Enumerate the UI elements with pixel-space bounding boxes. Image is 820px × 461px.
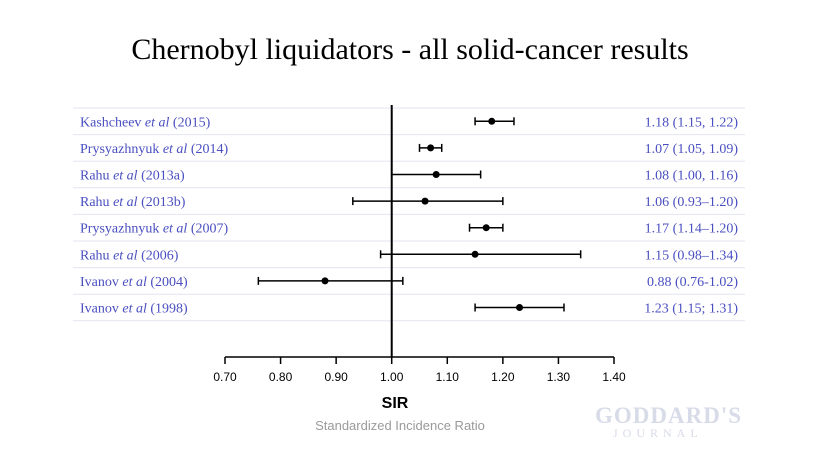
study-label: Prysyazhnyuk et al (2014) bbox=[80, 142, 228, 157]
study-etal: et al bbox=[145, 115, 170, 130]
point-estimate bbox=[482, 224, 490, 232]
study-label: Rahu et al (2013b) bbox=[80, 195, 186, 210]
study-ci-text: 1.15 (0.98–1.34) bbox=[645, 248, 739, 263]
x-tick-label: 1.20 bbox=[491, 370, 515, 384]
study-year: (2007) bbox=[187, 222, 228, 237]
study-ci-text: 1.17 (1.14–1.20) bbox=[645, 222, 739, 237]
x-tick-label: 1.10 bbox=[436, 370, 460, 384]
x-tick-label: 1.00 bbox=[380, 370, 404, 384]
study-ci-text: 1.08 (1.00, 1.16) bbox=[645, 169, 739, 184]
study-year: (2014) bbox=[187, 142, 228, 157]
study-year: (2006) bbox=[138, 248, 179, 263]
study-label: Rahu et al (2006) bbox=[80, 248, 179, 263]
study-year: (2013a) bbox=[138, 169, 185, 184]
study-author: Ivanov bbox=[80, 275, 122, 290]
point-estimate bbox=[427, 144, 435, 152]
x-tick-label: 0.80 bbox=[269, 370, 293, 384]
study-year: (2004) bbox=[147, 275, 188, 290]
study-author: Prysyazhnyuk bbox=[80, 142, 163, 157]
study-label: Rahu et al (2013a) bbox=[80, 169, 185, 184]
study-author: Kashcheev bbox=[80, 115, 145, 130]
x-tick-label: 1.30 bbox=[547, 370, 571, 384]
row-bands bbox=[73, 107, 745, 322]
goddards-journal-logo: GODDARD'S JOURNAL bbox=[595, 403, 745, 440]
study-ci-text: 1.18 (1.15, 1.22) bbox=[645, 115, 739, 130]
x-axis-subtitle: Standardized Incidence Ratio bbox=[315, 418, 485, 433]
point-estimate bbox=[471, 250, 479, 258]
x-tick-label: 1.40 bbox=[602, 370, 626, 384]
x-tick-label: 0.70 bbox=[213, 370, 237, 384]
study-author: Ivanov bbox=[80, 302, 122, 317]
point-estimate bbox=[321, 277, 329, 285]
study-label: Ivanov et al (2004) bbox=[80, 275, 188, 290]
point-estimate bbox=[432, 171, 440, 178]
study-label: Ivanov et al (1998) bbox=[80, 302, 188, 317]
study-author: Rahu bbox=[80, 195, 113, 210]
point-estimate bbox=[421, 197, 429, 205]
study-ci-text: 1.07 (1.05, 1.09) bbox=[645, 142, 739, 157]
study-label: Kashcheev et al (2015) bbox=[80, 115, 211, 130]
study-year: (1998) bbox=[147, 302, 188, 317]
study-etal: et al bbox=[113, 169, 138, 184]
study-etal: et al bbox=[122, 302, 147, 317]
point-estimate bbox=[488, 117, 496, 125]
point-estimate bbox=[516, 304, 524, 311]
row-texts: Kashcheev et al (2015) 1.18 (1.15, 1.22) P… bbox=[80, 115, 738, 316]
study-ci-text: 1.23 (1.15; 1.31) bbox=[644, 302, 738, 317]
study-label: Prysyazhnyuk et al (2007) bbox=[80, 222, 228, 237]
study-ci-text: 1.06 (0.93–1.20) bbox=[645, 195, 739, 210]
x-tick-label: 0.90 bbox=[324, 370, 348, 384]
study-author: Rahu bbox=[80, 248, 113, 263]
x-axis: 0.70 0.80 0.90 1.00 1.10 1.20 1.30 1.40 bbox=[213, 356, 626, 384]
chart-title: Chernobyl liquidators - all solid-cancer… bbox=[131, 33, 689, 66]
study-etal: et al bbox=[113, 195, 138, 210]
study-etal: et al bbox=[113, 248, 138, 263]
x-axis-label: SIR bbox=[381, 395, 409, 412]
logo-top-text: GODDARD'S bbox=[595, 403, 743, 428]
study-etal: et al bbox=[122, 275, 147, 290]
study-etal: et al bbox=[163, 222, 188, 237]
study-author: Prysyazhnyuk bbox=[80, 222, 163, 237]
logo-bottom-text: JOURNAL bbox=[613, 426, 703, 440]
study-author: Rahu bbox=[80, 169, 113, 184]
study-year: (2013b) bbox=[138, 195, 186, 210]
study-year: (2015) bbox=[169, 115, 210, 130]
study-etal: et al bbox=[163, 142, 188, 157]
study-ci-text: 0.88 (0.76-1.02) bbox=[647, 275, 738, 290]
